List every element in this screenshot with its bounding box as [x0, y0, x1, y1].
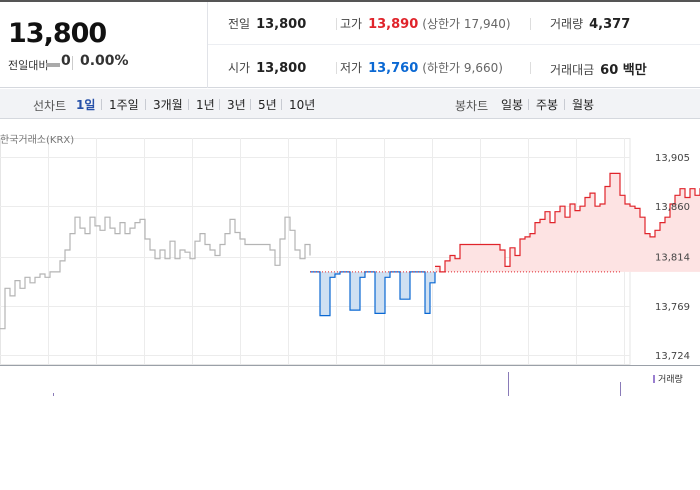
stat-sub-value: 9,660)	[463, 61, 503, 75]
data-source: 한국거래소(KRX)	[0, 135, 75, 146]
divider	[250, 99, 251, 110]
series-fill	[435, 173, 700, 272]
top-border	[0, 0, 700, 2]
volume-swatch-icon	[653, 375, 655, 383]
stat-label: 거래대금	[550, 63, 595, 77]
chart-tabs: 선차트 1일 1주일 3개월 1년 3년 5년 10년 봉차트 일봉 주봉 월봉	[0, 89, 700, 119]
tab-daily-candle[interactable]: 일봉	[501, 98, 524, 112]
y-tick-label: 13,769	[655, 302, 690, 313]
series-line	[0, 216, 311, 330]
stat-value: 13,890	[368, 17, 419, 32]
y-tick-label: 13,905	[655, 153, 690, 164]
stat-label: 고가	[340, 17, 363, 31]
stat-low: 저가 13,760 (하한가 9,660)	[340, 59, 503, 76]
divider	[219, 99, 220, 110]
divider	[72, 56, 73, 70]
divider	[336, 18, 337, 30]
stat-label: 전일	[228, 17, 251, 31]
tab-1y[interactable]: 1년	[196, 98, 215, 112]
price-chart: 13,905 13,860 13,814 13,769 13,724	[0, 138, 700, 396]
stat-value: 13,800	[256, 17, 307, 32]
stat-high: 고가 13,890 (상한가 17,940)	[340, 15, 511, 32]
current-price-box: 13,800 전일대비 0 0.00%	[0, 2, 208, 88]
stat-label: 거래량	[550, 17, 584, 31]
tab-1d[interactable]: 1일	[76, 98, 96, 112]
series-line	[310, 271, 436, 317]
tab-10y[interactable]: 10년	[289, 98, 316, 112]
tab-3y[interactable]: 3년	[227, 98, 246, 112]
volume-legend: 거래량	[653, 372, 683, 385]
y-axis-labels: 13,905 13,860 13,814 13,769 13,724	[655, 153, 690, 362]
stat-label: 저가	[340, 61, 363, 75]
stat-prev-close: 전일 13,800	[228, 15, 306, 32]
divider	[208, 44, 700, 45]
y-tick-label: 13,724	[655, 351, 690, 362]
divider	[528, 99, 529, 110]
stat-value: 4,377	[589, 17, 631, 32]
stat-amount: 거래대금 60 백만	[550, 59, 647, 78]
divider	[281, 99, 282, 110]
series-line	[435, 172, 700, 273]
y-tick-label: 13,814	[655, 253, 690, 264]
stat-value: 13,800	[256, 61, 307, 76]
chart-fills	[310, 173, 700, 316]
stat-sub-label: (상한가	[422, 17, 461, 31]
chart-lines	[0, 172, 700, 330]
tab-3m[interactable]: 3개월	[153, 98, 183, 112]
divider	[530, 18, 531, 30]
divider	[564, 99, 565, 110]
divider	[188, 99, 189, 110]
y-tick-label: 13,860	[655, 202, 690, 213]
tab-weekly-candle[interactable]: 주봉	[536, 98, 559, 112]
change-label: 전일대비	[8, 59, 49, 72]
candle-chart-label: 봉차트	[455, 99, 489, 113]
tab-monthly-candle[interactable]: 월봉	[572, 98, 595, 112]
volume-panel	[0, 365, 700, 396]
stat-value: 60 백만	[600, 63, 647, 78]
series-fill	[310, 271, 435, 316]
stat-sub-label: (하한가	[422, 61, 461, 75]
change-value: 0	[61, 53, 71, 69]
tab-1w[interactable]: 1주일	[109, 98, 139, 112]
price-summary: 13,800 전일대비 0 0.00% 전일 13,800 고가 13,890 (상한…	[0, 2, 700, 88]
stat-volume: 거래량 4,377	[550, 15, 630, 32]
flat-change-icon	[46, 63, 60, 67]
stat-sub-value: 17,940)	[463, 17, 511, 31]
divider	[530, 62, 531, 74]
divider	[145, 99, 146, 110]
tab-5y[interactable]: 5년	[258, 98, 277, 112]
current-price: 13,800	[8, 18, 107, 49]
stat-value: 13,760	[368, 61, 419, 76]
line-chart-label: 선차트	[33, 99, 67, 113]
change-rate: 0.00%	[80, 53, 129, 69]
stat-label: 시가	[228, 61, 251, 75]
stat-open: 시가 13,800	[228, 59, 306, 76]
divider	[101, 99, 102, 110]
volume-legend-label: 거래량	[658, 375, 683, 385]
divider	[336, 62, 337, 74]
